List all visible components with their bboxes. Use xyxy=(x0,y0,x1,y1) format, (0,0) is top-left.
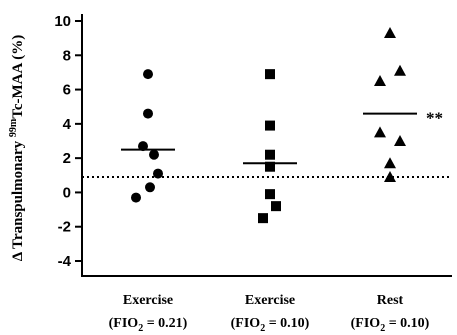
axes xyxy=(81,14,452,277)
category-label-line1: Exercise xyxy=(123,293,173,308)
data-point-square xyxy=(265,161,275,172)
y-axis-label: Δ Transpulmonary 99mTc-MAA (%) xyxy=(8,35,26,262)
category-label-line1: Rest xyxy=(377,293,404,308)
y-tick-label: 10 xyxy=(54,13,71,30)
y-tick-label: -2 xyxy=(58,219,71,236)
data-point-triangle xyxy=(384,27,396,38)
data-point-square xyxy=(265,69,275,80)
category-label-line2: (FIO2 = 0.21) xyxy=(109,316,188,334)
data-point-circle xyxy=(149,149,159,160)
y-tick-label: -4 xyxy=(58,253,72,270)
data-point-triangle xyxy=(374,126,386,138)
category-label-line2: (FIO2 = 0.10) xyxy=(231,316,310,334)
y-tick-label: 8 xyxy=(63,47,71,64)
y-tick-label: 0 xyxy=(63,184,71,201)
data-point-triangle xyxy=(394,135,406,146)
data-point-triangle xyxy=(384,171,396,182)
category-label-line2: (FIO2 = 0.10) xyxy=(351,316,430,334)
data-point-square xyxy=(265,120,275,131)
data-point-square xyxy=(265,149,275,160)
significance-annotation: ** xyxy=(426,109,443,128)
category-labels: Exercise (FIO2 = 0.21) Exercise (FIO2 = 0.1… xyxy=(109,293,430,334)
data-point-circle xyxy=(143,108,153,119)
category-label-line1: Exercise xyxy=(245,293,295,308)
data-points xyxy=(131,27,406,224)
mean-lines: ** xyxy=(121,109,443,165)
data-point-circle xyxy=(145,182,155,193)
data-point-triangle xyxy=(374,75,386,86)
data-point-circle xyxy=(143,69,153,80)
data-point-circle xyxy=(131,192,141,203)
data-point-triangle xyxy=(394,64,406,76)
y-tick-label: 2 xyxy=(63,150,71,167)
y-tick-label: 4 xyxy=(63,116,72,133)
data-point-circle xyxy=(153,168,163,179)
data-point-square xyxy=(265,189,275,200)
data-point-square xyxy=(271,201,281,212)
y-tick-label: 6 xyxy=(63,82,71,99)
data-point-square xyxy=(258,213,268,224)
y-ticks: -4 -2 0 2 4 6 8 10 xyxy=(54,13,82,270)
data-point-triangle xyxy=(384,157,396,169)
